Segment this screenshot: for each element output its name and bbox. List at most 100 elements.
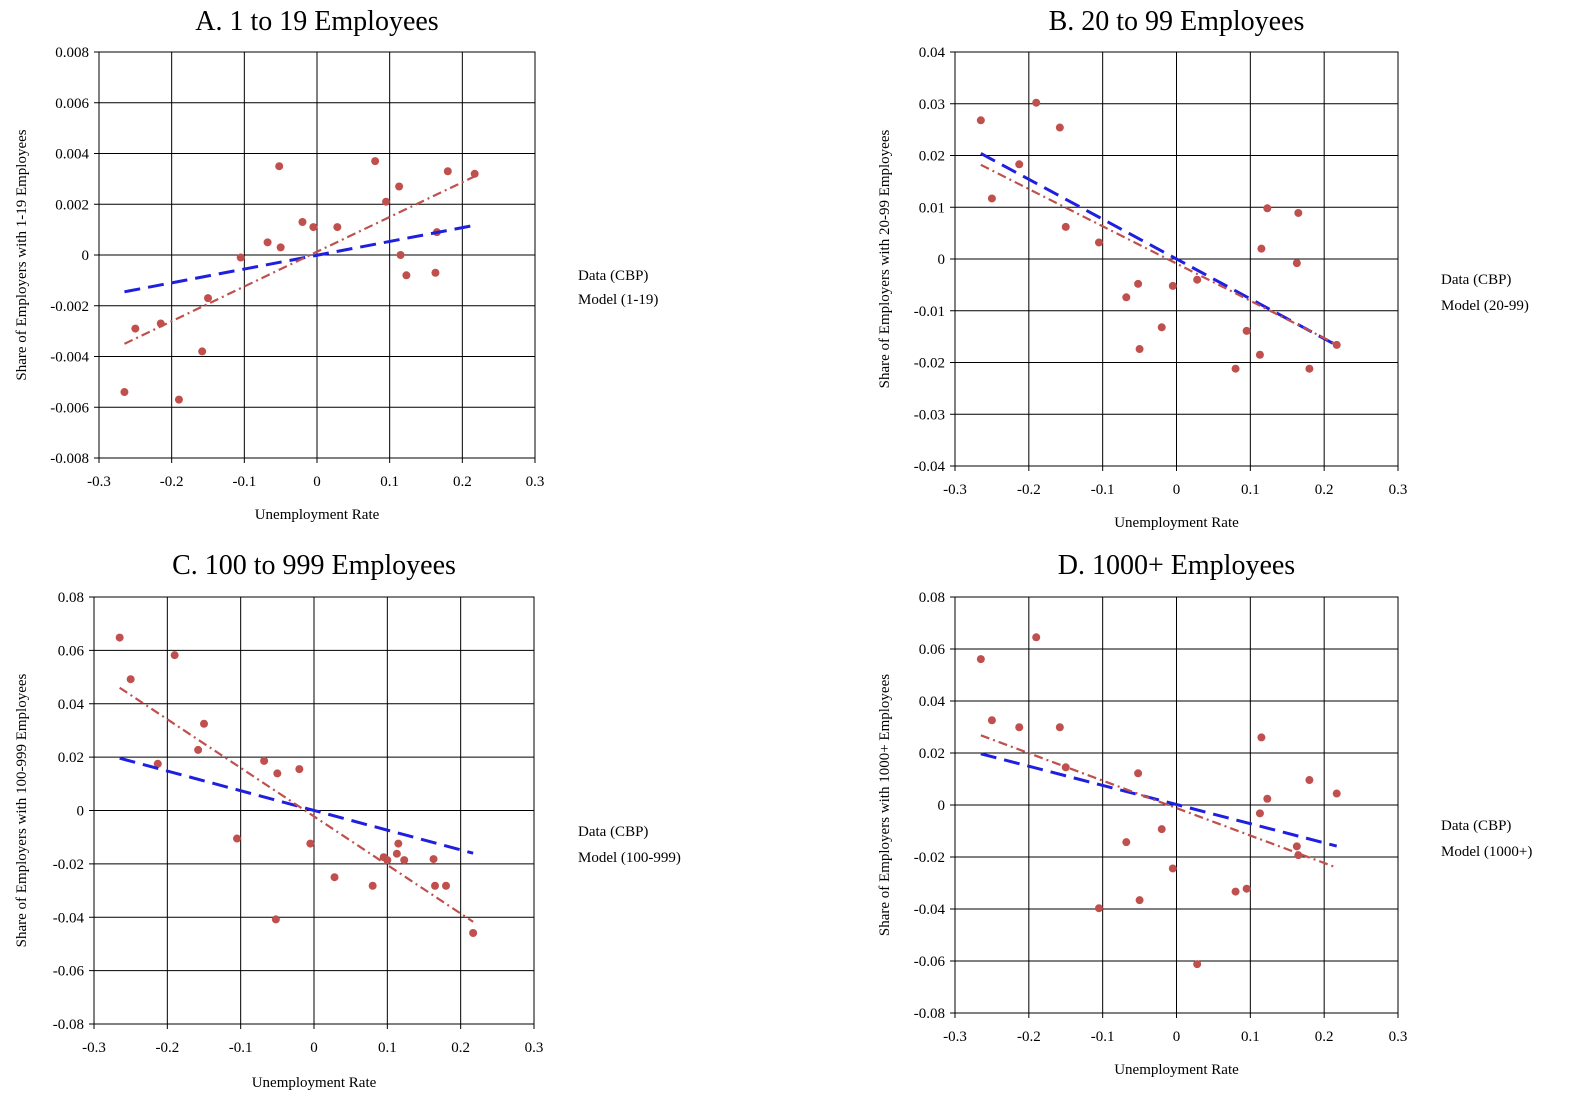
data-point <box>330 873 339 882</box>
y-tick-label: 0.02 <box>919 746 945 762</box>
y-tick-label: 0.08 <box>58 590 84 606</box>
legend-label: Model (20-99) <box>1441 298 1529 314</box>
y-tick-label: 0.02 <box>919 149 945 165</box>
x-tick-label: 0.1 <box>1241 1029 1260 1045</box>
x-tick-label: 0 <box>1173 482 1181 498</box>
data-point <box>271 915 280 924</box>
x-tick-label: -0.2 <box>1017 482 1041 498</box>
y-tick-label: 0 <box>938 798 946 814</box>
x-tick-label: -0.1 <box>1091 482 1115 498</box>
data-point <box>400 856 409 865</box>
y-tick-label: 0 <box>938 252 946 268</box>
data-point <box>1055 723 1064 732</box>
x-tick-label: 0 <box>313 474 321 490</box>
data-point <box>402 271 411 280</box>
x-tick-label: 0.3 <box>525 1040 544 1056</box>
data-point <box>1257 733 1266 742</box>
y-tick-label: -0.03 <box>914 407 945 423</box>
data-point <box>153 759 162 768</box>
x-tick-label: 0 <box>1173 1029 1181 1045</box>
y-tick-label: -0.004 <box>50 350 89 366</box>
data-point <box>976 116 985 125</box>
data-point <box>1332 340 1341 349</box>
y-tick-label: 0.002 <box>55 197 89 213</box>
x-tick-label: -0.3 <box>87 474 111 490</box>
data-point <box>1015 723 1024 732</box>
data-point <box>194 745 203 754</box>
y-tick-label: -0.08 <box>53 1017 84 1033</box>
data-point <box>1305 776 1314 785</box>
x-tick-label: 0.1 <box>378 1040 397 1056</box>
x-axis-label: Unemployment Rate <box>255 507 380 523</box>
data-point <box>987 194 996 203</box>
y-tick-label: 0 <box>82 248 90 264</box>
data-point <box>1255 350 1264 359</box>
x-tick-label: -0.1 <box>229 1040 253 1056</box>
data-point <box>115 633 124 642</box>
x-tick-label: 0.1 <box>380 474 399 490</box>
panel-a: A. 1 to 19 Employees -0.3 -0.2 -0.1 0 0.1 0.2 0… <box>14 6 658 523</box>
data-point <box>1135 896 1144 905</box>
data-point <box>443 167 452 176</box>
data-point <box>1231 364 1240 373</box>
data-point <box>1292 842 1301 851</box>
data-trendline <box>980 734 1338 869</box>
data-point <box>976 655 985 664</box>
data-trendline <box>123 175 476 345</box>
data-point <box>1257 244 1266 253</box>
x-tick-label: 0 <box>310 1040 318 1056</box>
y-tick-label: 0 <box>77 804 85 820</box>
data-point <box>309 223 318 232</box>
data-point <box>1032 633 1041 642</box>
x-tick-label: -0.1 <box>1091 1029 1115 1045</box>
data-point <box>1255 809 1264 818</box>
data-point <box>469 928 478 937</box>
y-tick-label: -0.06 <box>53 964 85 980</box>
x-tick-label: -0.1 <box>232 474 256 490</box>
data-point <box>1263 794 1272 803</box>
data-point <box>1157 323 1166 332</box>
data-point <box>1061 222 1070 231</box>
x-tick-label: 0.2 <box>1315 482 1334 498</box>
y-axis-label: Share of Employers with 100-999 Employee… <box>14 673 30 947</box>
data-point <box>1134 279 1143 288</box>
legend-label: Data (CBP) <box>578 824 648 840</box>
data-point <box>382 197 391 206</box>
y-axis-label: Share of Employers with 1-19 Employees <box>14 129 30 380</box>
data-point <box>295 765 304 774</box>
data-point <box>470 169 479 178</box>
data-point <box>392 849 401 858</box>
data-point <box>429 855 438 864</box>
data-point <box>383 856 392 865</box>
data-point <box>1242 884 1251 893</box>
y-tick-label: 0.08 <box>919 590 945 606</box>
data-point <box>170 651 179 660</box>
data-point <box>1263 204 1272 213</box>
data-point <box>1168 864 1177 873</box>
data-point <box>1193 275 1202 284</box>
data-point <box>1122 838 1131 847</box>
y-tick-label: -0.04 <box>53 910 85 926</box>
data-point <box>275 162 284 171</box>
y-tick-label: 0.004 <box>55 147 89 163</box>
x-axis-label: Unemployment Rate <box>252 1075 377 1091</box>
data-point <box>236 253 245 262</box>
data-point <box>131 324 140 333</box>
data-point <box>1193 960 1202 969</box>
panel-title: B. 20 to 99 Employees <box>1049 6 1305 37</box>
data-point <box>1242 326 1251 335</box>
x-tick-label: -0.2 <box>155 1040 179 1056</box>
data-point <box>1015 160 1024 169</box>
data-point <box>1135 345 1144 354</box>
data-point <box>396 251 405 259</box>
data-point <box>204 294 212 303</box>
data-point <box>394 839 403 848</box>
data-point <box>1032 98 1041 107</box>
data-point <box>1231 887 1240 896</box>
x-tick-label: -0.3 <box>943 482 967 498</box>
x-tick-label: 0.3 <box>1389 482 1408 498</box>
y-axis-label: Share of Employers with 1000+ Employees <box>877 674 893 936</box>
data-point <box>1134 769 1143 778</box>
data-point <box>1168 281 1177 290</box>
